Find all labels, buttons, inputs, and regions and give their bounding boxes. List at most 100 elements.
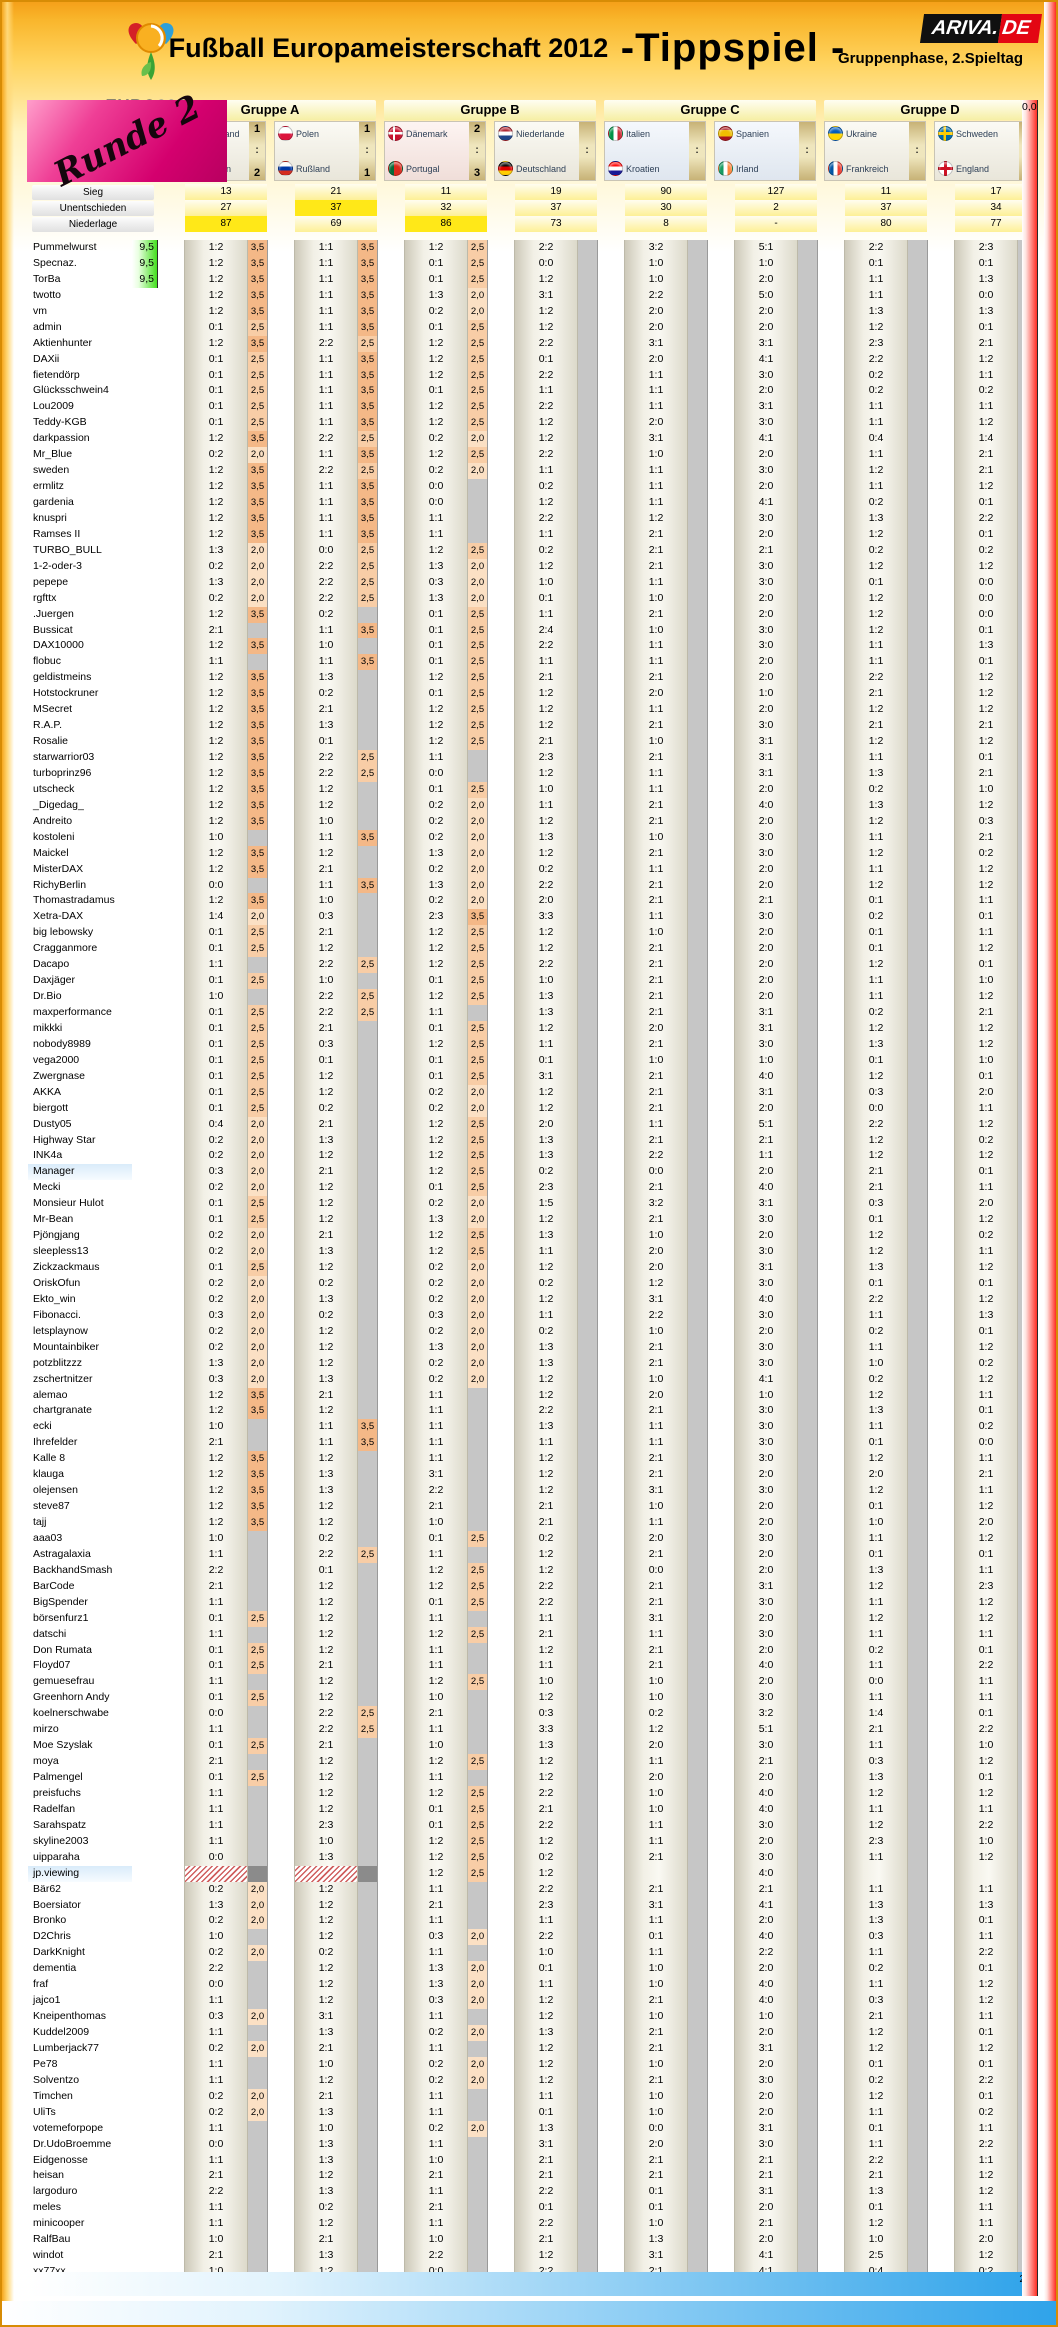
ariva-logo[interactable]: ARIVA.DE — [919, 14, 1043, 43]
player-row: BigSpender2,51:11:20:12,52:22:13:01:11:2 — [28, 1594, 1038, 2296]
points-cell — [688, 1546, 708, 1563]
player-row: letsplaynow4,00:22,01:20:22,00:21:02:00:… — [28, 1323, 1038, 2296]
tip-cell: 2:1 — [624, 1993, 688, 2010]
points-cell — [908, 463, 928, 480]
points-cell — [688, 1945, 708, 1962]
points-cell — [248, 2248, 268, 2265]
player-name: Eidgenosse — [33, 2153, 88, 2166]
points-cell — [468, 2136, 488, 2153]
points-cell — [358, 813, 378, 830]
player-row: aaa032,51:00:20:12,50:22:03:01:11:2 — [28, 1530, 1038, 2296]
tip-cell: 0:1 — [954, 1275, 1018, 1292]
tip-cell: 3:1 — [734, 765, 798, 782]
tip-cell: 2:2 — [514, 2184, 578, 2201]
points-cell — [798, 1387, 818, 1404]
tip-cell: 2:1 — [624, 2152, 688, 2169]
match-score: : — [579, 122, 595, 180]
points-cell — [798, 973, 818, 990]
tip-cell: 1:2 — [294, 1977, 358, 1994]
points-cell — [908, 2184, 928, 2201]
points-cell — [908, 510, 928, 527]
tip-cell: 2:1 — [624, 877, 688, 894]
points-cell — [578, 1754, 598, 1770]
player-name: BarCode — [33, 1579, 75, 1592]
player-name: jajco1 — [33, 1994, 61, 2007]
tip-cell: 1:1 — [294, 383, 358, 400]
tip-cell: 1:0 — [954, 781, 1018, 798]
tip-cell: 0:3 — [844, 1084, 908, 1101]
page-title: Fußball Europameisterschaft 2012 -Tippsp… — [142, 26, 872, 71]
tip-cell: 0:2 — [404, 1323, 468, 1340]
tip-cell: 1:0 — [624, 1052, 688, 1069]
points-cell — [908, 240, 928, 256]
tip-cell: 3:0 — [734, 718, 798, 735]
tip-cell: 0:1 — [404, 686, 468, 703]
points-cell — [908, 1291, 928, 1308]
points-cell — [798, 1323, 818, 1340]
tip-cell: 1:2 — [294, 1913, 358, 1930]
points-cell: 3,5 — [248, 1483, 268, 1500]
points-cell — [908, 1674, 928, 1691]
points-cell: 2,0 — [468, 287, 488, 304]
points-cell — [688, 750, 708, 766]
tip-cell: 1:2 — [184, 287, 248, 304]
points-cell: 2,5 — [468, 383, 488, 400]
points-cell — [688, 1658, 708, 1675]
tip-cell: 1:1 — [514, 1244, 578, 1260]
tip-cell: 2:2 — [514, 240, 578, 256]
player-name: Pjöngjang — [33, 1229, 80, 1242]
player-row: Glücksschwein48,50:12,51:13,50:12,51:11:… — [28, 383, 1038, 2296]
points-cell — [908, 1562, 928, 1579]
tip-cell: 1:2 — [294, 845, 358, 862]
player-name: MSecret — [33, 703, 73, 716]
player-name: Zwergnase — [33, 1069, 85, 1082]
tip-cell: 1:1 — [624, 574, 688, 591]
tip-cell: 2:1 — [624, 1355, 688, 1372]
player-row: datschi2,51:11:21:22,52:11:13:01:11:1 — [28, 1626, 1038, 2296]
player-row: Ramses II7,01:23,51:13,51:11:12:12:01:20… — [28, 526, 1038, 2296]
points-cell — [578, 574, 598, 591]
player-name: 1-2-oder-3 — [33, 559, 83, 572]
tip-cell: 2:1 — [734, 542, 798, 559]
points-cell — [358, 638, 378, 655]
points-cell: 3,5 — [358, 654, 378, 671]
tip-cell: 1:2 — [294, 1674, 358, 1691]
netherlands-flag-icon — [498, 126, 513, 141]
player-name: Aktienhunter — [33, 336, 92, 349]
tip-cell: 1:2 — [294, 797, 358, 814]
tip-cell: 1:2 — [404, 447, 468, 464]
player-row: Zwergnase5,00:12,51:20:12,53:12:14:01:20… — [28, 1068, 1038, 2296]
points-cell — [578, 1594, 598, 1611]
player-name: Bronko — [33, 1914, 67, 1927]
points-cell: 2,0 — [248, 1339, 268, 1356]
points-cell: 2,5 — [248, 1196, 268, 1213]
tip-cell: 1:1 — [624, 1626, 688, 1643]
tip-cell: 1:3 — [954, 1897, 1018, 1914]
points-cell — [688, 240, 708, 256]
points-cell: 2,5 — [468, 1594, 488, 1611]
player-row: DarkKnight2,00:22,00:21:11:01:12:21:12:2 — [28, 1945, 1038, 2296]
tip-cell: 0:3 — [404, 574, 468, 591]
points-cell: 2,0 — [248, 2009, 268, 2025]
player-name: Specnaz. — [33, 256, 77, 269]
tip-cell: 1:0 — [624, 255, 688, 272]
tip-cell: 1:1 — [844, 399, 908, 416]
tip-cell: 2:0 — [624, 1738, 688, 1755]
tip-cell: 2:1 — [624, 2040, 688, 2057]
player-name: sleepless13 — [33, 1245, 89, 1258]
points-cell — [908, 1068, 928, 1085]
points-cell — [578, 240, 598, 256]
tip-cell: 1:2 — [294, 1339, 358, 1356]
tip-cell: 1:2 — [514, 2009, 578, 2025]
tip-cell: 1:2 — [844, 1148, 908, 1165]
tip-cell: 1:2 — [844, 2088, 908, 2105]
tip-cell: 1:2 — [844, 1387, 908, 1404]
points-cell — [578, 1706, 598, 1723]
points-cell — [578, 2152, 598, 2169]
match-teams: Polen Rußland — [275, 122, 359, 180]
points-cell — [358, 1371, 378, 1388]
spain-flag-icon — [718, 126, 733, 141]
tip-cell: 1:1 — [624, 781, 688, 798]
